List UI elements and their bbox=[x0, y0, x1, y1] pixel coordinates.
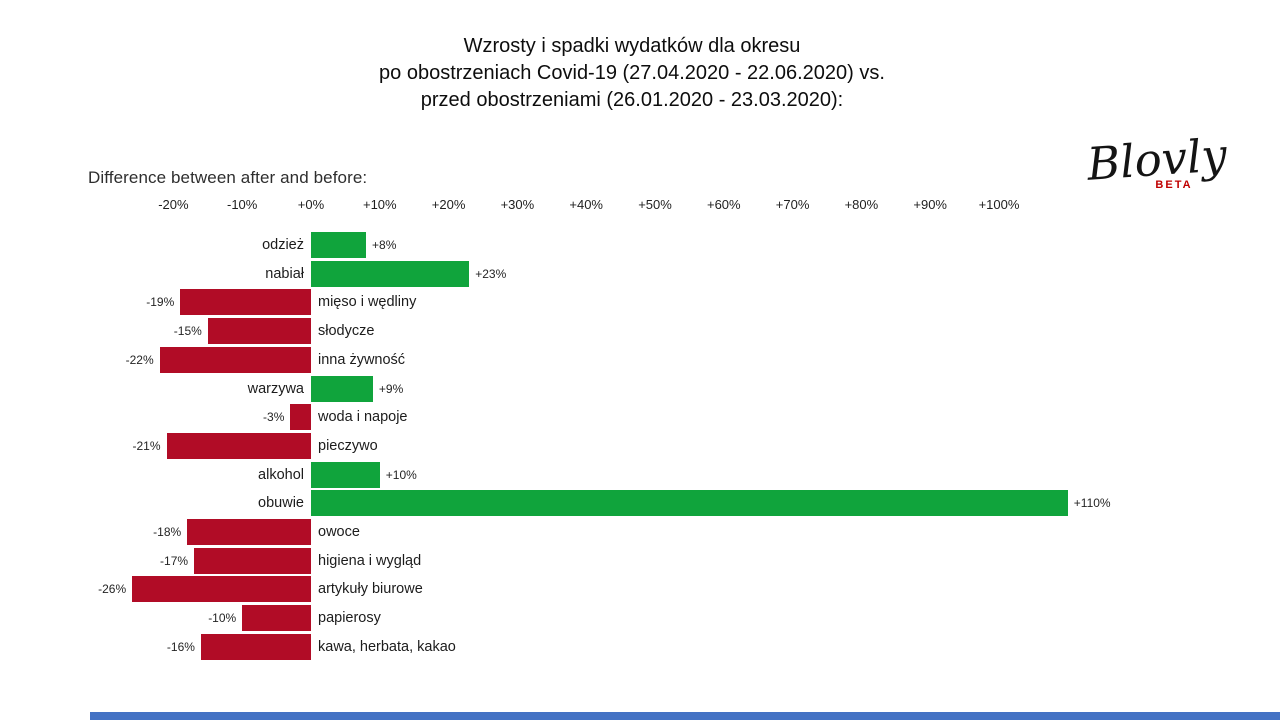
bar bbox=[132, 576, 311, 602]
bar bbox=[187, 519, 311, 545]
x-tick-label: +70% bbox=[775, 197, 810, 212]
bar-value-label: +10% bbox=[385, 468, 417, 482]
bar-value-label: -17% bbox=[160, 554, 189, 568]
bar-value-label: -22% bbox=[125, 353, 154, 367]
bar-value-label: -19% bbox=[146, 295, 175, 309]
bar-category-label: słodycze bbox=[318, 323, 375, 339]
bar-category-label: kawa, herbata, kakao bbox=[318, 639, 456, 655]
x-tick-label: +10% bbox=[362, 197, 397, 212]
bar bbox=[242, 605, 311, 631]
bar-value-label: -18% bbox=[153, 525, 182, 539]
bar-category-label: obuwie bbox=[258, 495, 304, 511]
bar bbox=[311, 376, 373, 402]
bar-category-label: artykuły biurowe bbox=[318, 581, 423, 597]
x-tick-label: -20% bbox=[158, 197, 189, 212]
x-tick-label: +20% bbox=[431, 197, 466, 212]
bar-category-label: nabiał bbox=[265, 266, 304, 282]
beta-badge: BETA bbox=[1155, 179, 1193, 191]
bar-value-label: -10% bbox=[208, 611, 237, 625]
x-tick-label: +90% bbox=[913, 197, 947, 212]
bar bbox=[311, 261, 470, 287]
bar-value-label: -15% bbox=[173, 324, 202, 338]
bar-value-label: -21% bbox=[132, 439, 161, 453]
slide-footer-accent-bar bbox=[90, 712, 1280, 720]
x-tick-label: -10% bbox=[227, 197, 258, 212]
bar-category-label: inna żywność bbox=[318, 352, 406, 368]
bar-value-label: +8% bbox=[372, 238, 397, 252]
bar bbox=[207, 318, 311, 344]
bar-category-label: owoce bbox=[318, 524, 360, 540]
bar-category-label: pieczywo bbox=[318, 438, 378, 454]
x-tick-label: +50% bbox=[638, 197, 672, 212]
blovly-logo: Blovly BETA bbox=[1072, 128, 1242, 191]
x-tick-label: +80% bbox=[844, 197, 879, 212]
bar-category-label: warzywa bbox=[247, 381, 304, 397]
bar bbox=[200, 634, 311, 660]
bar-value-label: +9% bbox=[378, 382, 404, 396]
bar bbox=[311, 462, 380, 488]
bar-value-label: -3% bbox=[263, 410, 285, 424]
bar-category-label: mięso i wędliny bbox=[318, 294, 417, 310]
x-tick-label: +30% bbox=[500, 197, 535, 212]
bar-value-label: +110% bbox=[1073, 496, 1111, 510]
bar-value-label: -16% bbox=[166, 640, 195, 654]
chart-title-line2: po obostrzeniach Covid-19 (27.04.2020 - … bbox=[379, 62, 885, 84]
bar-category-label: papierosy bbox=[318, 610, 381, 626]
x-tick-label: +100% bbox=[978, 197, 1020, 212]
axis-caption: Difference between after and before: bbox=[88, 168, 368, 187]
bar bbox=[311, 232, 367, 258]
bar-value-label: -26% bbox=[98, 582, 127, 596]
bar bbox=[311, 490, 1068, 516]
x-tick-label: +0% bbox=[297, 197, 325, 212]
bar-category-label: higiena i wygląd bbox=[318, 553, 422, 569]
bar bbox=[290, 404, 311, 430]
bar-category-label: woda i napoje bbox=[318, 409, 408, 425]
x-tick-label: +40% bbox=[569, 197, 603, 212]
bar bbox=[194, 548, 311, 574]
bar-category-label: alkohol bbox=[258, 467, 304, 483]
bar bbox=[166, 433, 311, 459]
bar-category-label: odzież bbox=[262, 237, 304, 253]
x-tick-label: +60% bbox=[706, 197, 741, 212]
bar bbox=[180, 289, 311, 315]
bar bbox=[159, 347, 311, 373]
chart-title: Wzrosty i spadki wydatków dla okresu po … bbox=[0, 33, 1264, 114]
chart-title-line1: Wzrosty i spadki wydatków dla okresu bbox=[463, 35, 801, 57]
bar-value-label: +23% bbox=[475, 267, 507, 281]
chart-title-line3: przed obostrzeniami (26.01.2020 - 23.03.… bbox=[420, 89, 844, 111]
